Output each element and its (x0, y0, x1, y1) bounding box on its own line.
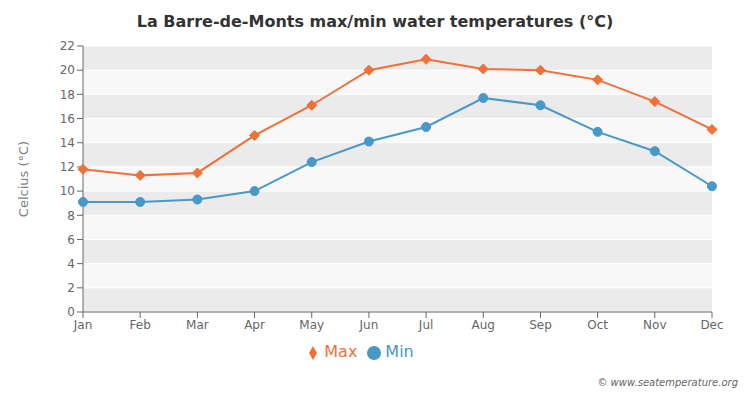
svg-text:Dec: Dec (700, 318, 723, 332)
svg-text:May: May (299, 318, 324, 332)
svg-text:12: 12 (60, 160, 75, 174)
svg-text:Feb: Feb (130, 318, 151, 332)
svg-text:Apr: Apr (244, 318, 265, 332)
svg-text:4: 4 (67, 257, 75, 271)
svg-text:Aug: Aug (472, 318, 495, 332)
svg-text:Sep: Sep (529, 318, 552, 332)
svg-text:16: 16 (60, 112, 75, 126)
svg-text:Oct: Oct (587, 318, 608, 332)
html-text:© www.seatemperature.org: © www.seatemperature.org (597, 377, 738, 388)
svg-text:Nov: Nov (643, 318, 666, 332)
html-text:Max: Max (324, 342, 358, 361)
svg-text:6: 6 (67, 233, 75, 247)
svg-text:Jan: Jan (73, 318, 93, 332)
svg-text:0: 0 (67, 305, 75, 319)
svg-text:Celcius (°C): Celcius (°C) (16, 141, 31, 217)
svg-text:2: 2 (67, 281, 75, 295)
svg-text:18: 18 (60, 88, 75, 102)
svg-text:8: 8 (67, 209, 75, 223)
html-text:La Barre-de-Monts max/min wate: La Barre-de-Monts max/min water temperat… (136, 12, 614, 31)
svg-text:Mar: Mar (186, 318, 209, 332)
svg-text:10: 10 (60, 184, 75, 198)
svg-text:20: 20 (60, 63, 75, 77)
svg-text:Jun: Jun (359, 318, 379, 332)
svg-text:Jul: Jul (418, 318, 433, 332)
svg-text:22: 22 (60, 39, 75, 53)
html-text:Min: Min (385, 342, 414, 361)
svg-text:14: 14 (60, 136, 75, 150)
